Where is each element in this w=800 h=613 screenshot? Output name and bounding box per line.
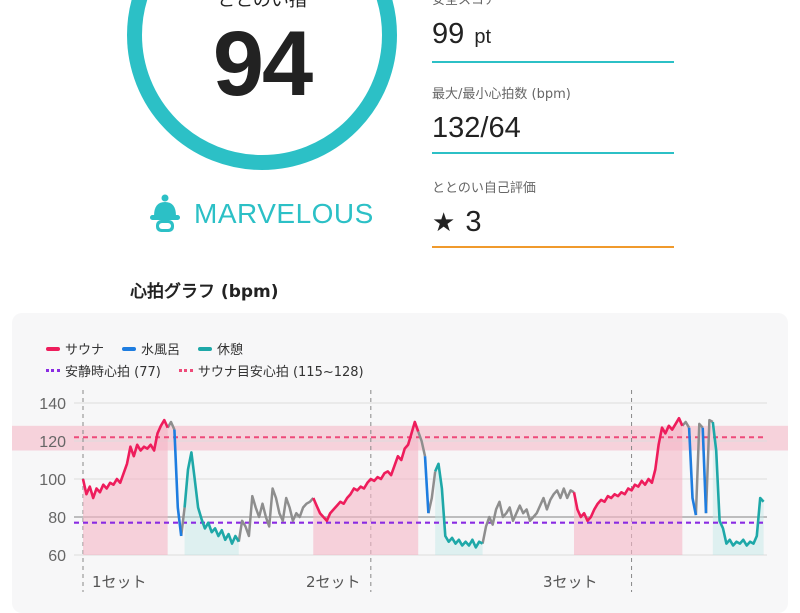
set-label-1: 1セット — [92, 573, 147, 591]
legend-rest-label: 休憩 — [217, 343, 244, 358]
self-rating-divider — [432, 246, 674, 248]
legend-bath-swatch — [122, 346, 137, 351]
rest-line-2 — [434, 462, 484, 549]
transition-line-1 — [166, 420, 176, 431]
legend-row-2: 安静時心拍 (77) サウナ目安心拍 (115~128) — [46, 361, 382, 380]
legend-resting-hr-swatch — [46, 369, 60, 372]
bath-line-1 — [173, 429, 183, 537]
self-rating-stat: ととのい自己評価 ★ 3 — [432, 180, 674, 248]
safety-score-stat: 安全スコア 99 pt — [432, 0, 674, 63]
safety-score-number: 99 — [432, 18, 465, 50]
y-tick-label-80: 80 — [48, 510, 66, 527]
heart-rate-divider — [432, 152, 674, 154]
rest-line-3 — [711, 421, 765, 547]
transition-line-7 — [681, 420, 691, 429]
sauna-area-1 — [83, 420, 168, 555]
score-value: 94 — [212, 13, 313, 115]
sauna-line-2 — [312, 420, 420, 523]
transition-line-5 — [427, 471, 437, 514]
legend-sauna-target: サウナ目安心拍 (115~128) — [178, 361, 364, 380]
star-icon: ★ — [432, 207, 456, 237]
heart-rate-label: 最大/最小心拍数 (bpm) — [432, 87, 571, 102]
transition-line-4 — [417, 431, 427, 457]
bath-line-3 — [687, 427, 698, 516]
set-label-3: 3セット — [543, 573, 598, 591]
legend-bath: 水風呂 — [122, 339, 180, 358]
safety-score-divider — [432, 61, 674, 63]
heart-rate-stat: 最大/最小心拍数 (bpm) 132/64 — [432, 86, 674, 154]
rank-label: MARVELOUS — [194, 198, 374, 229]
sauna-line-1 — [81, 418, 169, 500]
transition-line-6 — [481, 487, 575, 544]
graph-title: 心拍グラフ (bpm) — [130, 282, 279, 302]
legend-sauna-swatch — [46, 346, 60, 351]
legend-sauna-target-swatch — [178, 369, 193, 372]
legend-sauna: サウナ — [46, 339, 104, 358]
legend-sauna-target-label: サウナ目安心拍 (115~128) — [197, 365, 364, 380]
legend-sauna-label: サウナ — [65, 343, 105, 358]
sauna-hat-icon — [148, 194, 182, 234]
self-rating-value: ★ 3 — [432, 204, 674, 240]
y-tick-label-120: 120 — [39, 434, 66, 451]
self-rating-number: 3 — [465, 206, 482, 238]
y-tick-label-100: 100 — [39, 472, 66, 489]
heart-rate-number: 132/64 — [432, 112, 521, 144]
legend-resting-hr-label: 安静時心拍 (77) — [65, 365, 161, 380]
legend-resting-hr: 安静時心拍 (77) — [46, 361, 161, 380]
safety-score-value: 99 pt — [432, 16, 674, 55]
rest-area-3 — [712, 422, 764, 555]
y-tick-label-140: 140 — [39, 396, 66, 413]
transition-line-3 — [237, 487, 315, 542]
legend-bath-label: 水風呂 — [141, 343, 181, 358]
safety-score-unit: pt — [474, 26, 492, 48]
self-rating-label: ととのい自己評価 — [432, 181, 536, 196]
sauna-line-3 — [572, 416, 684, 523]
score-label: ととのい指 — [217, 0, 307, 11]
legend-row-1: サウナ 水風呂 休憩 — [46, 339, 261, 358]
rest-line-1 — [183, 451, 240, 545]
set-label-2: 2セット — [306, 573, 361, 591]
rank-badge: MARVELOUS — [148, 194, 374, 234]
sauna-area-3 — [573, 418, 683, 555]
legend-rest: 休憩 — [198, 339, 243, 358]
transition-line-9 — [704, 418, 714, 514]
bath-line-2 — [423, 456, 430, 514]
y-tick-label-60: 60 — [48, 548, 66, 565]
rest-area-1 — [184, 452, 239, 555]
heart-rate-value: 132/64 — [432, 110, 674, 146]
safety-score-label: 安全スコア — [432, 0, 498, 8]
transition-line-8 — [694, 422, 704, 516]
legend-rest-swatch — [198, 346, 213, 351]
bath-line-4 — [701, 427, 708, 514]
heart-rate-chart: 60 80 100 120 140 1セット 2セット 3セット — [12, 390, 788, 592]
